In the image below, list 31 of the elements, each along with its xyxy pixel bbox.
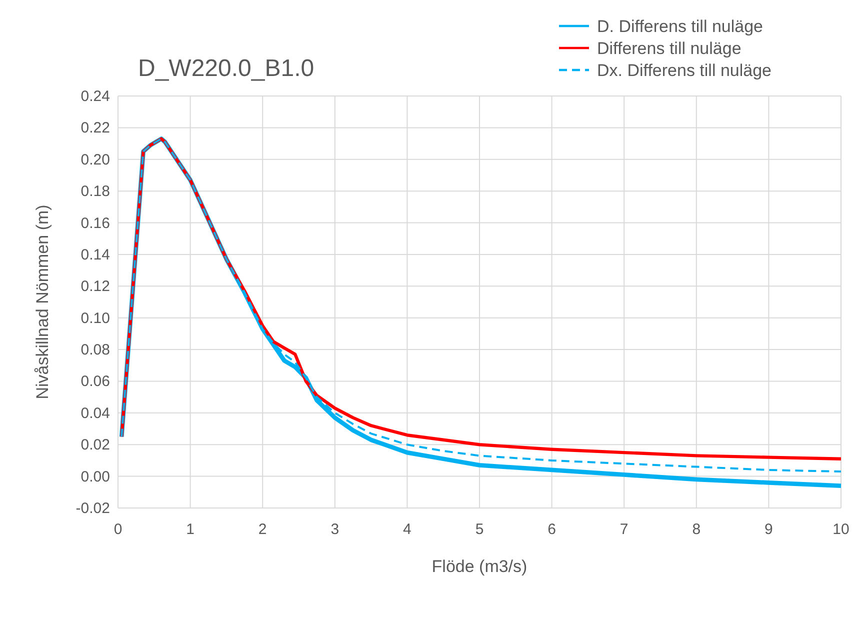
y-tick-label: 0.22 — [80, 120, 110, 137]
x-axis-title: Flöde (m3/s) — [432, 557, 528, 576]
legend-label: D. Differens till nuläge — [597, 17, 763, 36]
x-tick-label: 4 — [403, 521, 412, 538]
legend-label: Dx. Differens till nuläge — [597, 61, 772, 80]
x-tick-label: 3 — [330, 521, 340, 538]
x-tick-label: 6 — [548, 521, 556, 538]
y-tick-label: 0.12 — [80, 278, 110, 296]
y-tick-label: 0.02 — [80, 436, 110, 454]
x-tick-label: 2 — [258, 521, 267, 538]
x-tick-label: 1 — [186, 521, 194, 538]
x-tick-label: 5 — [475, 521, 484, 538]
x-tick-label: 8 — [692, 521, 701, 538]
y-tick-label: 0.08 — [80, 342, 110, 359]
y-tick-label: -0.02 — [76, 500, 110, 517]
y-tick-label: 0.18 — [80, 183, 110, 200]
y-tick-label: 0.06 — [80, 373, 110, 390]
y-tick-label: 0.14 — [80, 246, 110, 264]
y-tick-label: 0.20 — [80, 151, 110, 168]
y-tick-label: 0.16 — [80, 214, 110, 232]
y-axis-title: Nivåskillnad Nömmen (m) — [33, 204, 52, 400]
x-tick-label: 0 — [114, 521, 122, 538]
chart-title: D_W220.0_B1.0 — [138, 55, 314, 82]
legend-label: Differens till nuläge — [597, 39, 742, 58]
x-tick-label: 10 — [832, 521, 850, 538]
y-tick-label: 0.10 — [80, 310, 110, 327]
y-tick-label: 0.04 — [80, 404, 110, 422]
y-tick-label: 0.00 — [80, 468, 110, 486]
x-tick-label: 9 — [764, 521, 773, 538]
x-tick-label: 7 — [620, 521, 628, 538]
y-tick-label: 0.24 — [80, 88, 110, 105]
